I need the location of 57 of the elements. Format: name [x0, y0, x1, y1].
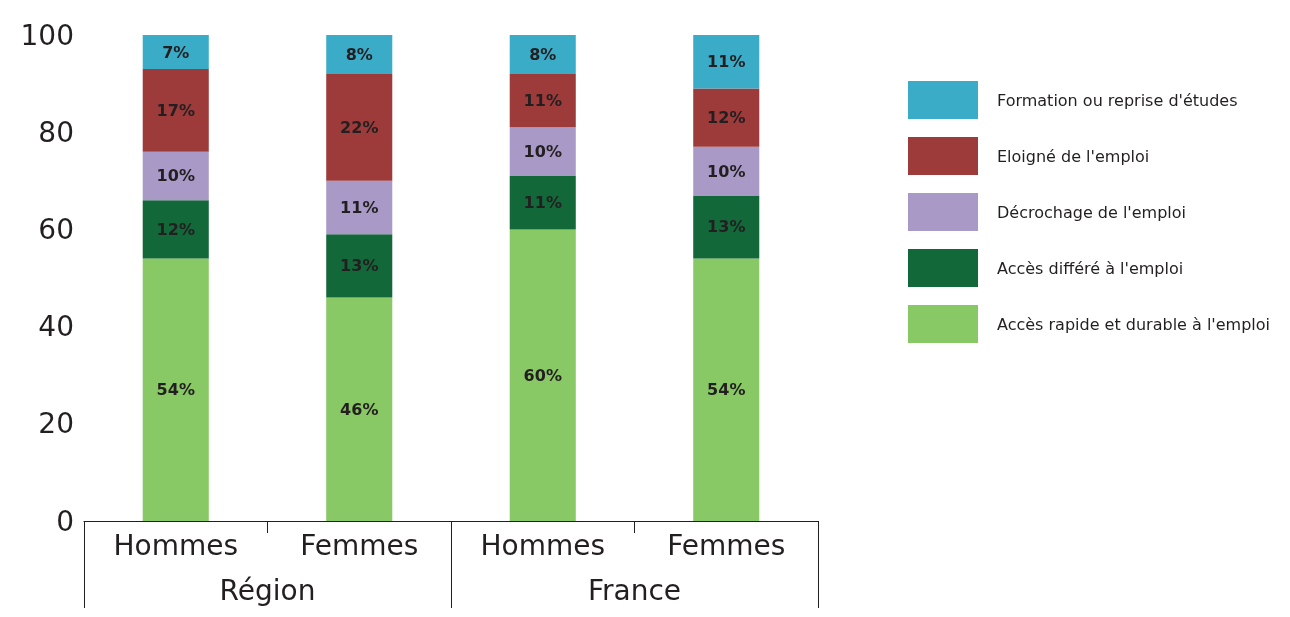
data-label: 12%	[156, 219, 195, 239]
bar	[326, 180, 393, 235]
bar	[326, 297, 393, 521]
bar	[693, 258, 760, 521]
data-label: 54%	[707, 380, 746, 400]
data-label: 10%	[156, 166, 195, 186]
data-label: 13%	[340, 256, 379, 276]
legend-label: Formation ou reprise d'études	[997, 90, 1238, 110]
bar	[693, 195, 760, 259]
y-tick-label: 60	[38, 212, 74, 246]
y-tick-label: 80	[38, 115, 74, 149]
data-label: 11%	[340, 198, 379, 218]
bar	[693, 88, 760, 147]
data-label: 12%	[707, 108, 746, 128]
legend-label: Accès différé à l'emploi	[997, 258, 1184, 278]
bar	[142, 151, 209, 201]
y-tick-label: 100	[20, 18, 74, 52]
bar	[693, 35, 760, 89]
y-tick-label: 40	[38, 310, 74, 344]
y-tick-label: 0	[56, 504, 74, 538]
data-label: 11%	[523, 193, 562, 213]
legend-label: Eloigné de l'emploi	[997, 146, 1150, 166]
bar	[509, 229, 576, 521]
x-tick-label: Hommes	[113, 528, 239, 562]
data-label: 54%	[156, 380, 195, 400]
bar	[509, 175, 576, 230]
data-label: 8%	[529, 44, 557, 64]
bar	[142, 258, 209, 521]
legend-label: Accès rapide et durable à l'emploi	[997, 314, 1271, 334]
data-label: 11%	[523, 91, 562, 111]
data-label: 60%	[523, 365, 562, 385]
data-label: 8%	[345, 44, 373, 64]
x-tick-label: Femmes	[300, 528, 419, 562]
bar	[142, 35, 209, 70]
bar	[509, 35, 576, 74]
bar	[509, 73, 576, 128]
x-tick-label: Femmes	[667, 528, 786, 562]
bar	[509, 127, 576, 176]
bar	[142, 200, 209, 259]
data-label: 10%	[707, 161, 746, 181]
bar	[326, 234, 393, 298]
x-tick-label: Hommes	[480, 528, 606, 562]
bar	[142, 69, 209, 152]
bar	[326, 73, 393, 181]
bar	[693, 146, 760, 196]
data-label: 17%	[156, 100, 195, 120]
text: France	[587, 573, 682, 607]
data-label: 13%	[707, 217, 746, 237]
data-label: 46%	[340, 399, 379, 419]
text: Région	[219, 573, 316, 607]
y-tick-label: 20	[38, 407, 74, 441]
data-label: 11%	[707, 52, 746, 72]
data-label: 22%	[340, 117, 379, 137]
legend-label: Décrochage de l'emploi	[997, 202, 1186, 222]
bar	[326, 35, 393, 74]
data-label: 10%	[523, 142, 562, 162]
data-label: 7%	[162, 42, 190, 62]
